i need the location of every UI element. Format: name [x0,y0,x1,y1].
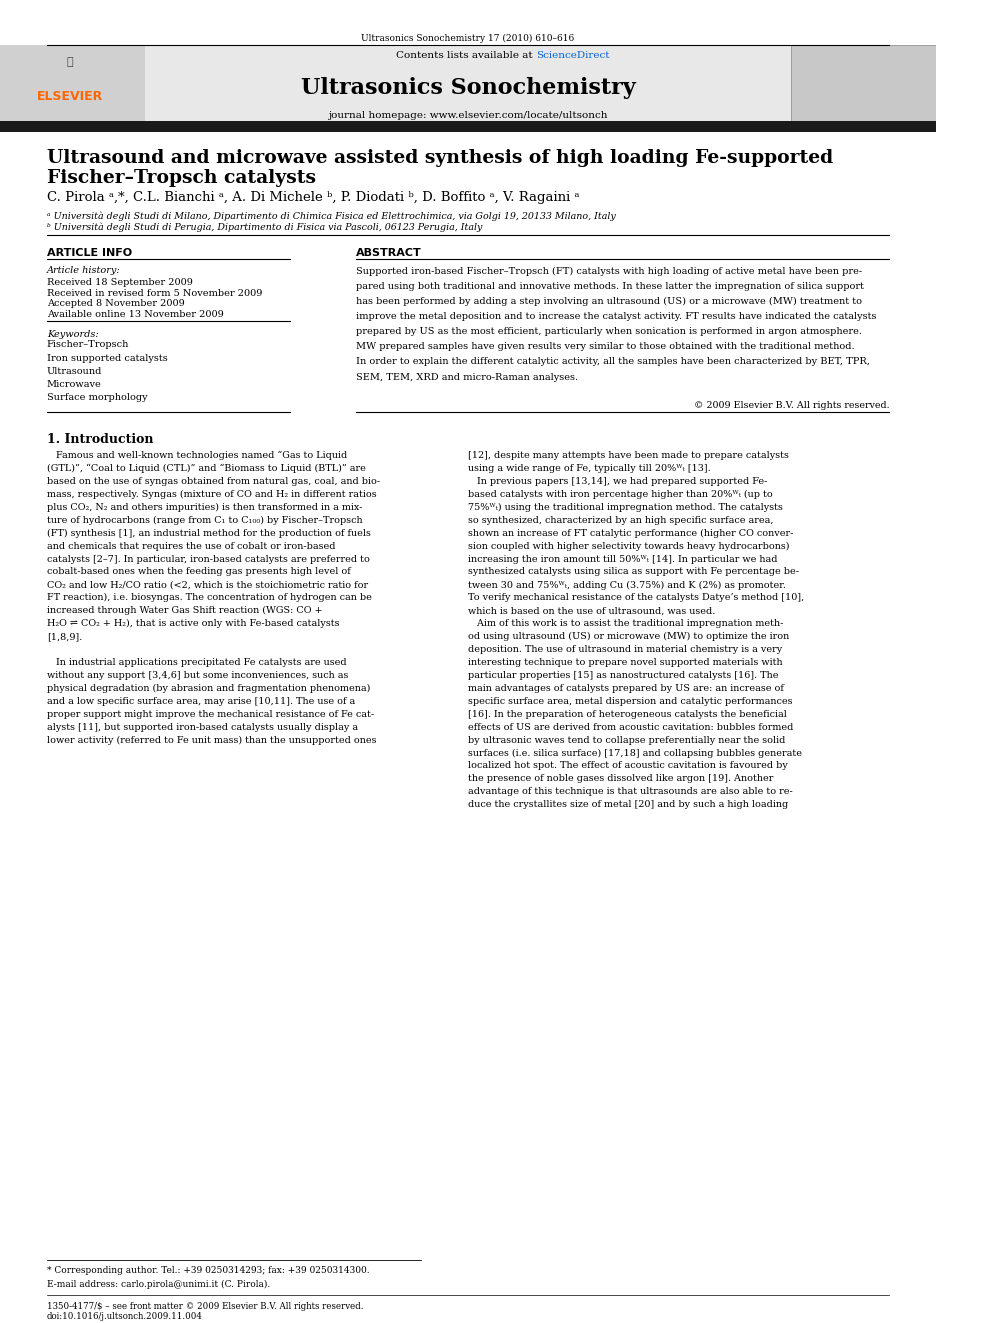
Text: Supported iron-based Fischer–Tropsch (FT) catalysts with high loading of active : Supported iron-based Fischer–Tropsch (FT… [356,266,862,275]
Text: In industrial applications precipitated Fe catalysts are used: In industrial applications precipitated … [47,658,346,667]
Text: Received in revised form 5 November 2009: Received in revised form 5 November 2009 [47,288,262,298]
FancyBboxPatch shape [0,45,145,122]
Text: physical degradation (by abrasion and fragmentation phenomena): physical degradation (by abrasion and fr… [47,684,370,693]
Text: specific surface area, metal dispersion and catalytic performances: specific surface area, metal dispersion … [468,697,793,705]
Text: ABSTRACT: ABSTRACT [356,247,422,258]
Text: [1,8,9].: [1,8,9]. [47,632,82,642]
Text: FT reaction), i.e. biosyngas. The concentration of hydrogen can be: FT reaction), i.e. biosyngas. The concen… [47,593,372,602]
Text: doi:10.1016/j.ultsonch.2009.11.004: doi:10.1016/j.ultsonch.2009.11.004 [47,1312,202,1322]
Text: so synthesized, characterized by an high specific surface area,: so synthesized, characterized by an high… [468,516,774,525]
Text: ScienceDirect: ScienceDirect [536,52,610,61]
Text: * Corresponding author. Tel.: +39 0250314293; fax: +39 0250314300.: * Corresponding author. Tel.: +39 025031… [47,1266,369,1275]
Text: using a wide range of Fe, typically till 20%ᵂₜ [13].: using a wide range of Fe, typically till… [468,464,710,474]
Text: which is based on the use of ultrasound, was used.: which is based on the use of ultrasound,… [468,606,715,615]
Text: by ultrasonic waves tend to collapse preferentially near the solid: by ultrasonic waves tend to collapse pre… [468,736,786,745]
Text: has been performed by adding a step involving an ultrasound (US) or a microwave : has been performed by adding a step invo… [356,296,862,306]
Text: 75%ᵂₜ) using the traditional impregnation method. The catalysts: 75%ᵂₜ) using the traditional impregnatio… [468,503,783,512]
Text: In previous papers [13,14], we had prepared supported Fe-: In previous papers [13,14], we had prepa… [468,478,768,486]
Text: ture of hydrocarbons (range from C₁ to C₁₀₀) by Fischer–Tropsch: ture of hydrocarbons (range from C₁ to C… [47,516,362,525]
Text: deposition. The use of ultrasound in material chemistry is a very: deposition. The use of ultrasound in mat… [468,646,783,654]
FancyBboxPatch shape [0,122,936,132]
Text: proper support might improve the mechanical resistance of Fe cat-: proper support might improve the mechani… [47,709,374,718]
Text: main advantages of catalysts prepared by US are: an increase of: main advantages of catalysts prepared by… [468,684,784,693]
Text: [16]. In the preparation of heterogeneous catalysts the beneficial: [16]. In the preparation of heterogeneou… [468,709,787,718]
Text: localized hot spot. The effect of acoustic cavitation is favoured by: localized hot spot. The effect of acoust… [468,761,788,770]
Text: 1. Introduction: 1. Introduction [47,433,154,446]
Text: Iron supported catalysts: Iron supported catalysts [47,353,168,363]
Text: Available online 13 November 2009: Available online 13 November 2009 [47,310,223,319]
Text: effects of US are derived from acoustic cavitation: bubbles formed: effects of US are derived from acoustic … [468,722,794,732]
FancyBboxPatch shape [791,45,936,122]
Text: In order to explain the different catalytic activity, all the samples have been : In order to explain the different cataly… [356,357,870,366]
Text: duce the crystallites size of metal [20] and by such a high loading: duce the crystallites size of metal [20]… [468,800,789,810]
Text: based on the use of syngas obtained from natural gas, coal, and bio-: based on the use of syngas obtained from… [47,478,380,486]
Text: (GTL)”, “Coal to Liquid (CTL)” and “Biomass to Liquid (BTL)” are: (GTL)”, “Coal to Liquid (CTL)” and “Biom… [47,464,366,474]
Text: Keywords:: Keywords: [47,329,98,339]
Text: Ultrasonics Sonochemistry 17 (2010) 610–616: Ultrasonics Sonochemistry 17 (2010) 610–… [361,34,574,44]
Text: © 2009 Elsevier B.V. All rights reserved.: © 2009 Elsevier B.V. All rights reserved… [693,401,889,410]
Text: Contents lists available at: Contents lists available at [397,52,540,61]
Text: ELSEVIER: ELSEVIER [37,90,103,103]
Text: ᵇ Università degli Studi di Perugia, Dipartimento di Fisica via Pascoli, 06123 P: ᵇ Università degli Studi di Perugia, Dip… [47,224,482,233]
Text: Article history:: Article history: [47,266,120,275]
Text: Received 18 September 2009: Received 18 September 2009 [47,278,192,287]
Text: interesting technique to prepare novel supported materials with: interesting technique to prepare novel s… [468,658,783,667]
Text: the presence of noble gases dissolved like argon [19]. Another: the presence of noble gases dissolved li… [468,774,774,783]
Text: alysts [11], but supported iron-based catalysts usually display a: alysts [11], but supported iron-based ca… [47,722,358,732]
Text: CO₂ and low H₂/CO ratio (<2, which is the stoichiometric ratio for: CO₂ and low H₂/CO ratio (<2, which is th… [47,581,368,590]
Text: lower activity (referred to Fe unit mass) than the unsupported ones: lower activity (referred to Fe unit mass… [47,736,376,745]
Text: surfaces (i.e. silica surface) [17,18] and collapsing bubbles generate: surfaces (i.e. silica surface) [17,18] a… [468,749,803,758]
Text: Ultrasonics Sonochemistry: Ultrasonics Sonochemistry [301,77,636,98]
Text: Ultrasound and microwave assisted synthesis of high loading Fe-supported: Ultrasound and microwave assisted synthe… [47,149,833,167]
Text: and a low specific surface area, may arise [10,11]. The use of a: and a low specific surface area, may ari… [47,697,355,705]
Text: [12], despite many attempts have been made to prepare catalysts: [12], despite many attempts have been ma… [468,451,789,460]
Text: and chemicals that requires the use of cobalt or iron-based: and chemicals that requires the use of c… [47,541,335,550]
Text: cobalt-based ones when the feeding gas presents high level of: cobalt-based ones when the feeding gas p… [47,568,350,577]
Text: based catalysts with iron percentage higher than 20%ᵂₜ (up to: based catalysts with iron percentage hig… [468,490,773,499]
Text: (FT) synthesis [1], an industrial method for the production of fuels: (FT) synthesis [1], an industrial method… [47,529,371,538]
Text: Accepted 8 November 2009: Accepted 8 November 2009 [47,299,185,308]
Text: ARTICLE INFO: ARTICLE INFO [47,247,132,258]
Text: synthesized catalysts using silica as support with Fe percentage be-: synthesized catalysts using silica as su… [468,568,799,577]
Text: To verify mechanical resistance of the catalysts Datye’s method [10],: To verify mechanical resistance of the c… [468,593,805,602]
Text: SEM, TEM, XRD and micro-Raman analyses.: SEM, TEM, XRD and micro-Raman analyses. [356,373,578,381]
Text: C. Pirola ᵃ,*, C.L. Bianchi ᵃ, A. Di Michele ᵇ, P. Diodati ᵇ, D. Boffito ᵃ, V. R: C. Pirola ᵃ,*, C.L. Bianchi ᵃ, A. Di Mic… [47,192,579,204]
Text: 1350-4177/$ – see front matter © 2009 Elsevier B.V. All rights reserved.: 1350-4177/$ – see front matter © 2009 El… [47,1302,363,1311]
Text: pared using both traditional and innovative methods. In these latter the impregn: pared using both traditional and innovat… [356,282,864,291]
Text: increasing the iron amount till 50%ᵂₜ [14]. In particular we had: increasing the iron amount till 50%ᵂₜ [1… [468,554,778,564]
Text: catalysts [2–7]. In particular, iron-based catalysts are preferred to: catalysts [2–7]. In particular, iron-bas… [47,554,370,564]
Text: ᵃ Università degli Studi di Milano, Dipartimento di Chimica Fisica ed Elettrochi: ᵃ Università degli Studi di Milano, Dipa… [47,212,616,221]
Text: increased through Water Gas Shift reaction (WGS: CO +: increased through Water Gas Shift reacti… [47,606,322,615]
Text: Aim of this work is to assist the traditional impregnation meth-: Aim of this work is to assist the tradit… [468,619,784,628]
Text: Surface morphology: Surface morphology [47,393,148,402]
Text: Microwave: Microwave [47,380,101,389]
Text: particular properties [15] as nanostructured catalysts [16]. The: particular properties [15] as nanostruct… [468,671,779,680]
Text: advantage of this technique is that ultrasounds are also able to re-: advantage of this technique is that ultr… [468,787,793,796]
Text: Ultrasound: Ultrasound [47,366,102,376]
Text: od using ultrasound (US) or microwave (MW) to optimize the iron: od using ultrasound (US) or microwave (M… [468,632,790,642]
Text: journal homepage: www.elsevier.com/locate/ultsonch: journal homepage: www.elsevier.com/locat… [328,111,608,120]
Text: shown an increase of FT catalytic performance (higher CO conver-: shown an increase of FT catalytic perfor… [468,529,794,538]
Text: improve the metal deposition and to increase the catalyst activity. FT results h: improve the metal deposition and to incr… [356,312,876,321]
Text: prepared by US as the most efficient, particularly when sonication is performed : prepared by US as the most efficient, pa… [356,327,862,336]
Text: mass, respectively. Syngas (mixture of CO and H₂ in different ratios: mass, respectively. Syngas (mixture of C… [47,490,376,499]
Text: sion coupled with higher selectivity towards heavy hydrocarbons): sion coupled with higher selectivity tow… [468,541,790,550]
Text: H₂O ⇌ CO₂ + H₂), that is active only with Fe-based catalysts: H₂O ⇌ CO₂ + H₂), that is active only wit… [47,619,339,628]
Text: E-mail address: carlo.pirola@unimi.it (C. Pirola).: E-mail address: carlo.pirola@unimi.it (C… [47,1279,270,1289]
Text: plus CO₂, N₂ and others impurities) is then transformed in a mix-: plus CO₂, N₂ and others impurities) is t… [47,503,362,512]
Text: 🌳: 🌳 [66,57,73,67]
Text: Fischer–Tropsch: Fischer–Tropsch [47,340,129,349]
Text: tween 30 and 75%ᵂₜ, adding Cu (3.75%) and K (2%) as promoter.: tween 30 and 75%ᵂₜ, adding Cu (3.75%) an… [468,581,786,590]
FancyBboxPatch shape [0,45,936,122]
Text: Famous and well-known technologies named “Gas to Liquid: Famous and well-known technologies named… [47,451,347,460]
Text: Fischer–Tropsch catalysts: Fischer–Tropsch catalysts [47,169,315,187]
Text: MW prepared samples have given results very similar to those obtained with the t: MW prepared samples have given results v… [356,343,854,352]
Text: without any support [3,4,6] but some inconveniences, such as: without any support [3,4,6] but some inc… [47,671,348,680]
